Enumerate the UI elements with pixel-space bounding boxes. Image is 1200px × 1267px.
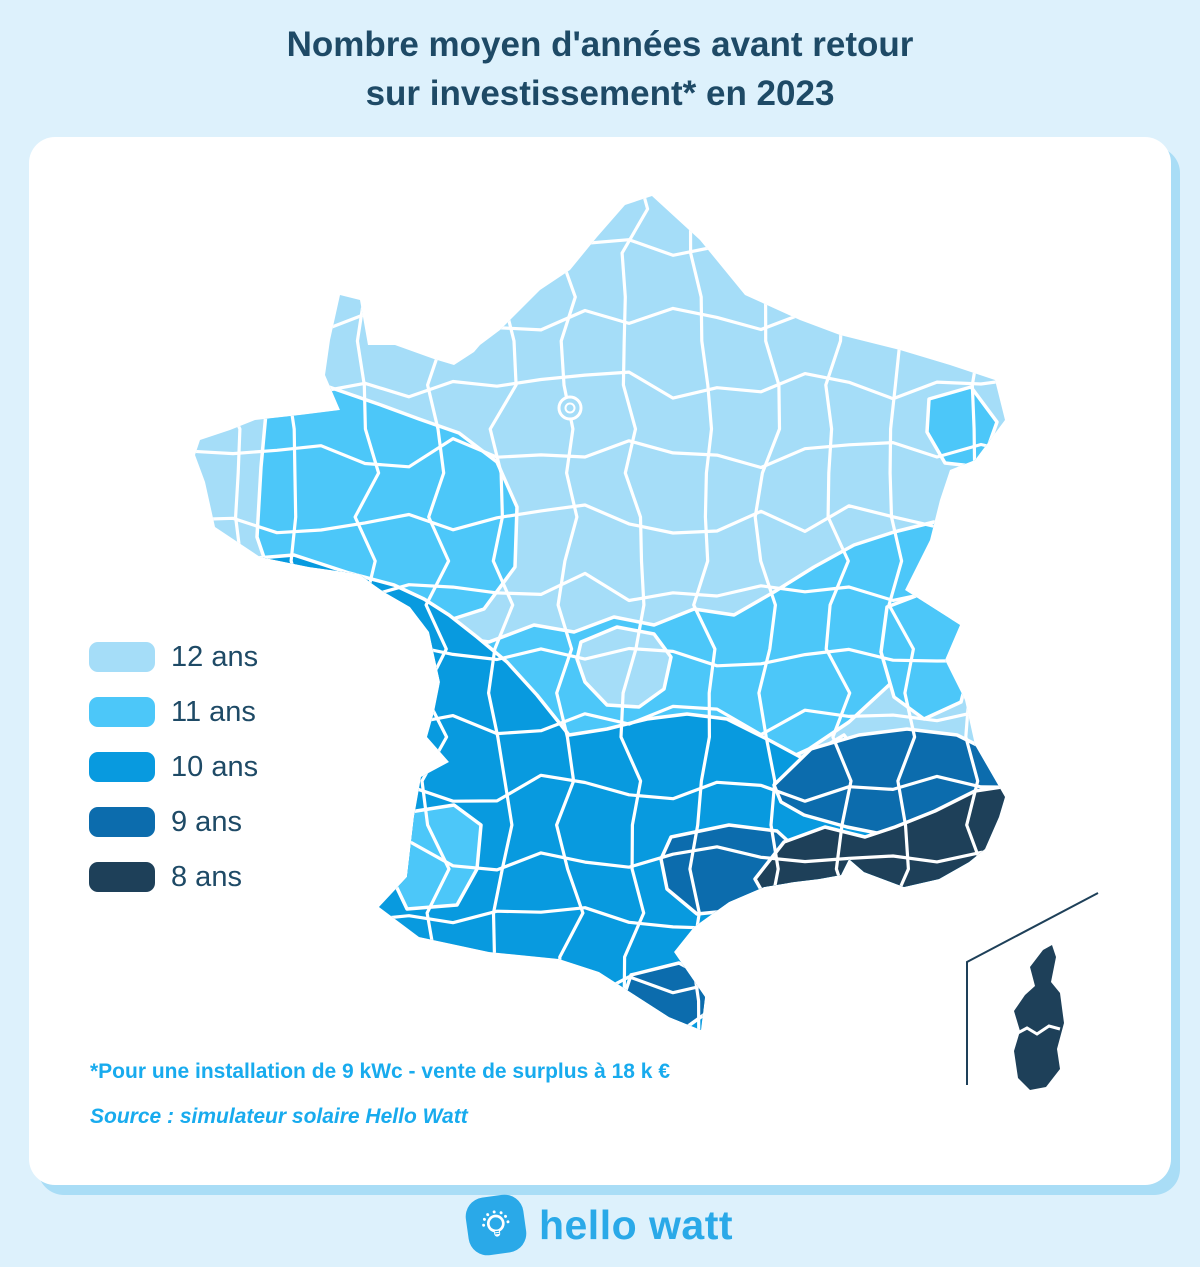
legend-swatch-11	[89, 697, 155, 727]
legend-row-11: 11 ans	[89, 695, 258, 728]
legend-label-8: 8 ans	[171, 860, 242, 893]
legend-row-10: 10 ans	[89, 750, 259, 783]
legend-row-8: 8 ans	[89, 860, 258, 893]
installation-footnote: *Pour une installation de 9 kWc - vente …	[90, 1060, 671, 1083]
legend-swatch-12	[89, 642, 155, 672]
brand-name: hello watt	[538, 1201, 734, 1248]
region-8-corsica	[1014, 945, 1064, 1090]
legend-swatch-10	[89, 752, 155, 782]
legend-label-10: 10 ans	[171, 750, 259, 783]
paris-inner-circle	[564, 402, 576, 414]
hello-watt-logo	[463, 1192, 529, 1258]
page-title: Nombre moyen d'années avant retour sur i…	[0, 20, 1200, 118]
legend-label-9: 9 ans	[171, 805, 242, 838]
page-title-line2: sur investissement* en 2023	[365, 74, 835, 113]
map-card: 12 ans 11 ans 10 ans 9 ans 8 ans *Pour u…	[29, 137, 1171, 1185]
page-title-line1: Nombre moyen d'années avant retour	[286, 25, 914, 64]
lightbulb-icon	[482, 1210, 510, 1237]
legend-swatch-9	[89, 807, 155, 837]
map-legend: 12 ans 11 ans 10 ans 9 ans 8 ans	[89, 640, 259, 917]
region-11-savoie	[879, 587, 976, 721]
legend-label-12: 12 ans	[171, 640, 259, 673]
brand-footer: hello watt	[0, 1192, 1200, 1258]
source-note: Source : simulateur solaire Hello Watt	[90, 1105, 468, 1128]
corsica-inset-line	[966, 892, 1099, 1085]
paris-circle	[557, 395, 583, 421]
france-choropleth-map	[195, 196, 1099, 1090]
legend-label-11: 11 ans	[171, 695, 256, 728]
corsica-department-border	[1013, 1024, 1061, 1037]
legend-swatch-8	[89, 862, 155, 892]
legend-row-9: 9 ans	[89, 805, 258, 838]
region-12-creuse	[575, 625, 673, 709]
footnotes: *Pour une installation de 9 kWc - vente …	[90, 1060, 670, 1129]
legend-row-12: 12 ans	[89, 640, 259, 673]
